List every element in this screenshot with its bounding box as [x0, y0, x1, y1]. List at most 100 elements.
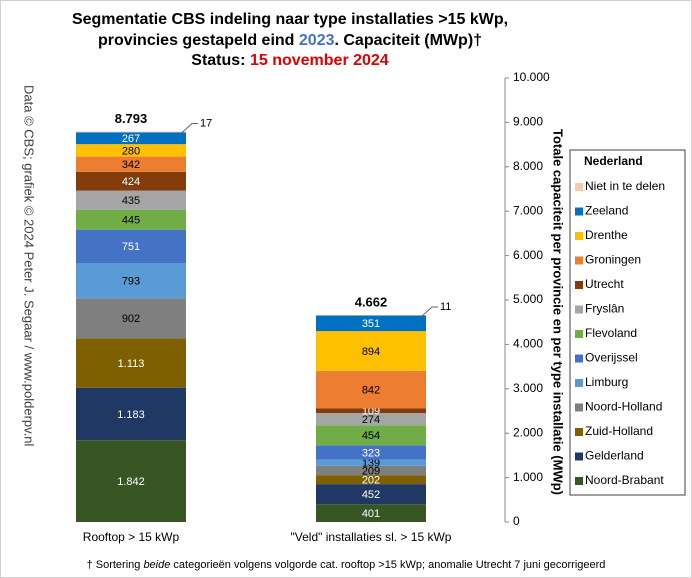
bar-segment	[76, 156, 186, 172]
legend-label: Overijssel	[585, 351, 638, 365]
y-tick-label: 3.000	[513, 381, 543, 395]
data-label: 1.113	[118, 358, 145, 370]
bar-segment	[76, 171, 186, 191]
data-label: 793	[122, 276, 140, 288]
total-label: 8.793	[115, 111, 148, 126]
bar-segment	[76, 132, 186, 145]
legend-swatch	[575, 477, 583, 485]
data-label: 280	[122, 145, 140, 157]
bar-segment	[316, 315, 426, 332]
x-tick-label: Rooftop > 15 kWp	[83, 530, 180, 544]
legend-swatch	[575, 207, 583, 216]
bar-segment	[316, 425, 426, 446]
data-label: 342	[122, 159, 140, 171]
data-label: 454	[362, 430, 380, 442]
footnote: † Sortering beide categorieën volgens vo…	[87, 559, 606, 571]
legend-swatch	[575, 305, 583, 314]
data-label: 323	[362, 447, 380, 459]
x-tick-label: "Veld" installaties sl. > 15 kWp	[291, 530, 452, 544]
bar-segment	[76, 263, 186, 299]
data-label: 139	[362, 458, 380, 470]
bar-segment	[76, 209, 186, 230]
legend-swatch	[575, 281, 583, 289]
data-label: 274	[362, 414, 380, 426]
data-label: 401	[362, 508, 380, 520]
legend-label: Noord-Brabant	[585, 473, 664, 487]
total-label: 4.662	[355, 294, 388, 309]
legend-swatch	[575, 183, 583, 191]
bar-segment	[316, 370, 426, 409]
bar-segment	[316, 408, 426, 414]
legend-label: Limburg	[585, 375, 628, 389]
legend-box	[569, 149, 686, 496]
bar-segment	[316, 465, 426, 476]
data-label: 209	[362, 465, 380, 477]
data-label: 1.842	[117, 476, 145, 488]
y-tick-label: 2.000	[513, 425, 543, 439]
legend-swatch	[575, 354, 583, 363]
legend-label: Zeeland	[585, 204, 628, 218]
y-tick-label: 1.000	[513, 470, 543, 484]
y-axis-label: Totale capaciteit per provincie en per t…	[551, 129, 566, 495]
y-tick-label: 10.000	[513, 70, 550, 84]
legend-swatch	[575, 232, 583, 240]
data-label: 11	[440, 301, 451, 313]
data-label: 267	[122, 133, 140, 145]
bar-segment	[76, 387, 186, 441]
data-label: 424	[122, 176, 140, 188]
source-note: Data © CBS; grafiek © 2024 Peter J. Sega…	[22, 85, 37, 447]
legend-label: Niet in te delen	[585, 179, 665, 193]
data-label: 452	[362, 489, 380, 501]
legend-label: Gelderland	[585, 449, 644, 463]
y-tick-label: 0	[513, 514, 520, 528]
bar-segment	[316, 475, 426, 485]
bar-segment	[316, 331, 426, 371]
bar-segment	[76, 338, 186, 388]
legend-title: Nederland	[584, 154, 643, 168]
bar-segment	[76, 298, 186, 339]
data-label: 17	[200, 117, 212, 129]
chart-subtitle: Status: 15 november 2024	[191, 52, 389, 69]
legend-swatch	[575, 379, 583, 387]
legend-label: Noord-Holland	[585, 400, 662, 414]
bar-segment	[316, 413, 426, 426]
bar-segment	[76, 131, 186, 133]
legend-label: Zuid-Holland	[585, 424, 653, 438]
legend-swatch	[575, 428, 583, 436]
data-label: 202	[362, 475, 380, 487]
data-label: 351	[362, 318, 380, 330]
bar-segment	[76, 229, 186, 264]
legend-label: Drenthe	[585, 228, 628, 242]
bar-segment	[76, 144, 186, 157]
bar-segment	[316, 484, 426, 505]
chart-title: provincies gestapeld eind 2023. Capacite…	[98, 32, 482, 49]
legend-label: Groningen	[585, 253, 641, 267]
leader-line	[181, 123, 198, 133]
bar-segment	[316, 445, 426, 460]
y-tick-label: 9.000	[513, 115, 543, 129]
y-tick-label: 6.000	[513, 248, 543, 262]
y-tick-label: 5.000	[513, 292, 543, 306]
legend-swatch	[575, 452, 583, 461]
bar-segment	[316, 459, 426, 466]
legend-label: Fryslân	[585, 302, 624, 316]
legend-swatch	[575, 330, 583, 338]
leader-line	[421, 306, 438, 317]
chart-title: Segmentatie CBS indeling naar type insta…	[72, 11, 508, 28]
legend-label: Flevoland	[585, 326, 637, 340]
data-label: 902	[122, 313, 140, 325]
y-tick-label: 4.000	[513, 337, 543, 351]
data-label: 109	[362, 406, 380, 418]
data-label: 435	[122, 195, 140, 207]
y-tick-label: 7.000	[513, 203, 543, 217]
legend-swatch	[575, 256, 583, 265]
bar-segment	[76, 190, 186, 210]
data-label: 751	[122, 241, 140, 253]
bar-segment	[316, 504, 426, 522]
data-label: 894	[362, 346, 380, 358]
data-label: 1.183	[117, 409, 145, 421]
y-tick-label: 8.000	[513, 159, 543, 173]
legend-label: Utrecht	[585, 277, 624, 291]
legend-swatch	[575, 403, 583, 412]
